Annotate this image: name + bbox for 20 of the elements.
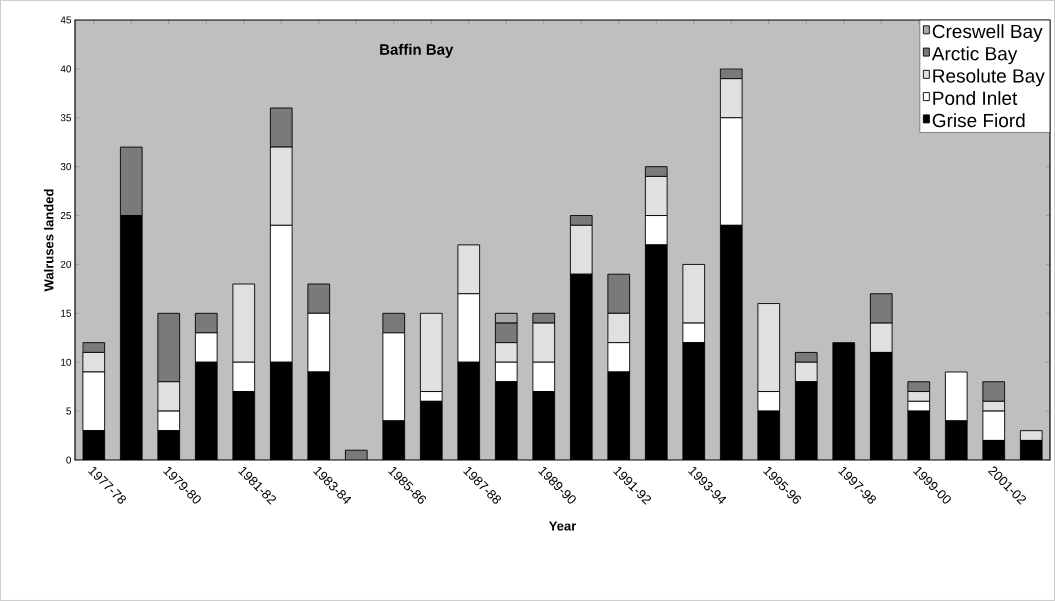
y-tick-label: 10: [61, 358, 72, 366]
legend-label: Arctic Bay: [931, 46, 1018, 65]
legend-label: Pond Inlet: [933, 90, 1018, 105]
legend-label: Creswell Bay: [932, 24, 1043, 42]
bar: [157, 312, 181, 383]
y-tick-label: 5: [66, 407, 72, 415]
y-axis-title: Walruses landed: [43, 189, 54, 292]
y-tick-label: 35: [60, 114, 72, 122]
y-tick-label: 0: [66, 456, 72, 464]
legend-label: Resolute Bay: [933, 68, 1045, 87]
y-tick-label: 25: [60, 212, 72, 220]
y-tick-label: 15: [61, 309, 72, 317]
legend-label: Grise Fiord: [932, 113, 1025, 128]
y-tick-label: 30: [60, 163, 72, 171]
y-tick-label: 20: [60, 260, 72, 268]
bar: [119, 146, 143, 216]
y-tick-label: 45: [60, 16, 72, 24]
text: Baffin Bay: [380, 43, 454, 58]
x-axis-title: Year: [548, 521, 577, 531]
y-tick-label: 40: [60, 65, 72, 73]
